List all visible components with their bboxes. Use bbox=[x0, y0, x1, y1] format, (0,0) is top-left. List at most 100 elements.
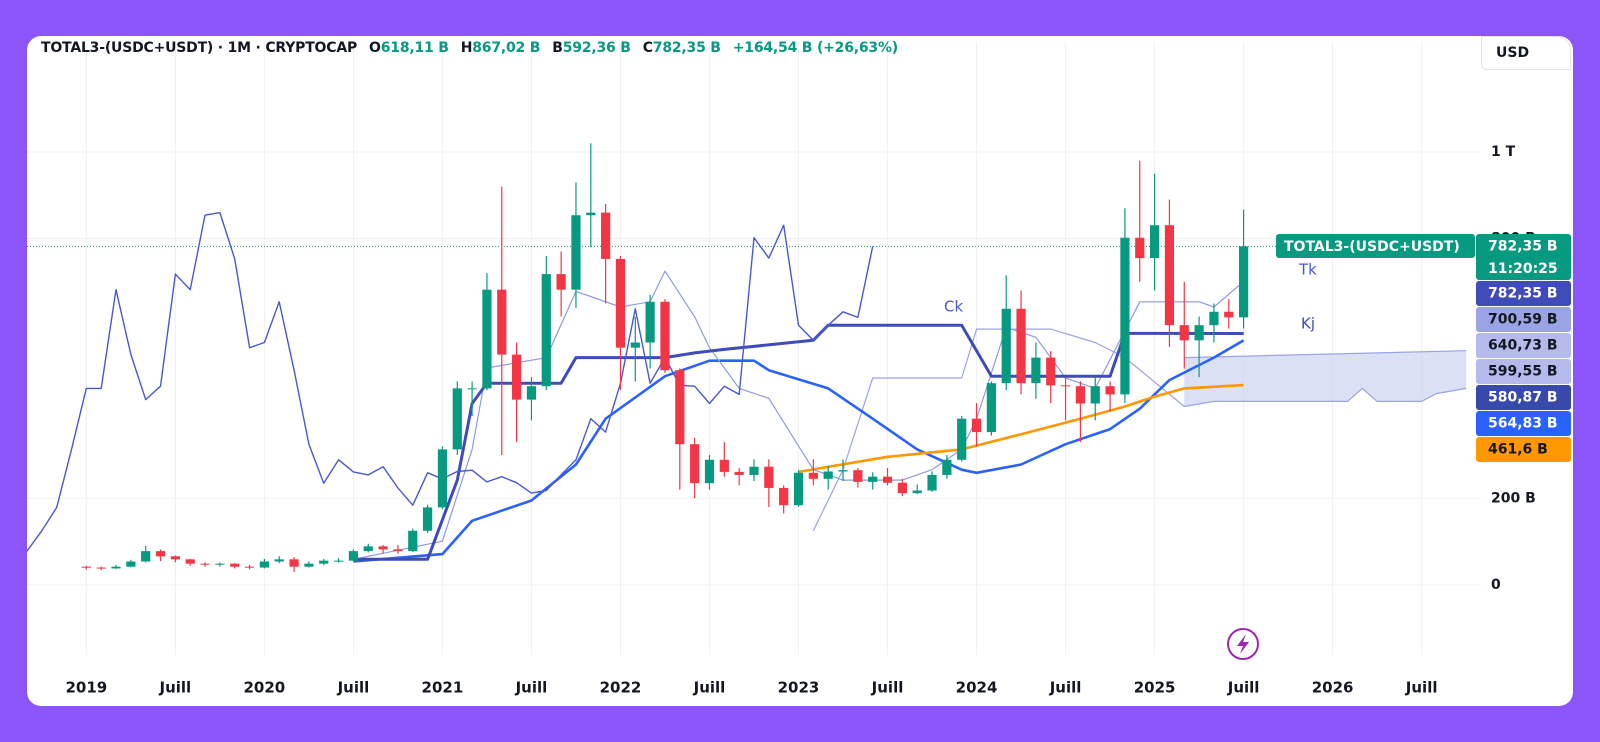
candle-body bbox=[675, 370, 685, 445]
candle-body bbox=[333, 560, 344, 562]
price-label: 580,87 B bbox=[1488, 390, 1558, 406]
candle-body bbox=[1031, 357, 1041, 384]
candle-body bbox=[1194, 325, 1204, 341]
candle-body bbox=[764, 466, 774, 488]
price-label-bg bbox=[1476, 234, 1571, 280]
ohlc-value: 782,35 B bbox=[652, 40, 721, 56]
candle-body bbox=[541, 274, 551, 387]
price-label: 700,59 B bbox=[1488, 312, 1558, 328]
price-label: 564,83 B bbox=[1488, 416, 1558, 432]
candle-body bbox=[690, 444, 700, 484]
candle-body bbox=[749, 466, 759, 475]
candle-body bbox=[230, 563, 240, 567]
candle-body bbox=[704, 459, 715, 484]
candle-body bbox=[393, 549, 403, 552]
candle-body bbox=[259, 561, 269, 568]
countdown: 11:20:25 bbox=[1488, 261, 1558, 277]
candle-body bbox=[1060, 385, 1071, 387]
candle-body bbox=[556, 274, 566, 290]
candle-body bbox=[497, 289, 507, 355]
x-tick-label: 2021 bbox=[422, 679, 464, 697]
y-tick-label: 0 bbox=[1491, 577, 1501, 593]
candle-body bbox=[512, 354, 522, 400]
price-label-bg bbox=[1476, 359, 1571, 384]
candle-body bbox=[408, 530, 418, 552]
indicator-line bbox=[812, 328, 1467, 532]
candle-body bbox=[363, 546, 373, 552]
candle-body bbox=[141, 551, 151, 562]
symbol-label: TOTAL3-(USDC+USDT) bbox=[1284, 239, 1460, 255]
candle-body bbox=[1179, 325, 1189, 341]
x-tick-label: Juill bbox=[1049, 679, 1082, 697]
candle-body bbox=[571, 215, 581, 290]
candle-body bbox=[289, 559, 299, 567]
x-tick-label: Juill bbox=[1227, 679, 1260, 697]
candle-body bbox=[1149, 225, 1160, 259]
x-tick-label: Juill bbox=[159, 679, 192, 697]
candle-body bbox=[155, 551, 166, 557]
candle-body bbox=[927, 474, 937, 491]
line-label: Ck bbox=[944, 298, 963, 316]
candle-body bbox=[645, 301, 655, 343]
candle-body bbox=[1224, 311, 1234, 318]
ohlc-key: C bbox=[642, 40, 653, 56]
candle-body bbox=[1090, 386, 1100, 404]
candle-body bbox=[912, 490, 922, 494]
ohlc-field: H867,02 B bbox=[461, 40, 541, 56]
candle-body bbox=[1075, 386, 1086, 404]
candle-body bbox=[660, 301, 670, 371]
candle-body bbox=[467, 388, 477, 390]
change: +164,54 B (+26,63%) bbox=[732, 40, 898, 56]
candle-body bbox=[808, 472, 818, 479]
plot-area bbox=[27, 143, 1481, 572]
candle-body bbox=[1046, 357, 1056, 386]
price-label: 461,6 B bbox=[1488, 442, 1548, 458]
price-label: 640,73 B bbox=[1488, 338, 1558, 354]
ohlc-field: B592,36 B bbox=[552, 40, 631, 56]
candle-body bbox=[1120, 237, 1130, 395]
candle-body bbox=[882, 476, 893, 483]
x-tick-label: 2026 bbox=[1312, 679, 1354, 697]
indicator-line bbox=[1184, 350, 1467, 359]
candle-body bbox=[586, 212, 596, 216]
candle-body bbox=[304, 563, 314, 567]
x-tick-label: Juill bbox=[515, 679, 548, 697]
ohlc-key: B bbox=[552, 40, 563, 56]
ohlc-value: 618,11 B bbox=[380, 40, 449, 56]
symbol-label-bg bbox=[1276, 234, 1475, 258]
ohlc-value: 592,36 B bbox=[562, 40, 631, 56]
alert-icon[interactable] bbox=[1227, 628, 1259, 660]
symbol: TOTAL3-(USDC+USDT) · 1M · CRYPTOCAP bbox=[41, 40, 358, 56]
candle-body bbox=[215, 563, 225, 565]
candle-body bbox=[437, 449, 448, 508]
indicator-line bbox=[27, 211, 874, 552]
candle-body bbox=[957, 418, 967, 460]
x-tick-label: 2023 bbox=[778, 679, 820, 697]
candle-body bbox=[422, 507, 433, 531]
price-label: 599,55 B bbox=[1488, 364, 1558, 380]
candle-body bbox=[1001, 308, 1011, 384]
candle-body bbox=[793, 472, 804, 506]
price-label-bg bbox=[1476, 411, 1571, 436]
candle-body bbox=[96, 567, 106, 569]
x-tick-label: Juill bbox=[337, 679, 370, 697]
price-label-bg bbox=[1476, 307, 1571, 332]
price-label: 782,35 B bbox=[1488, 239, 1558, 255]
legend-header: TOTAL3-(USDC+USDT) · 1M · CRYPTOCAP O618,… bbox=[41, 40, 898, 56]
candle-body bbox=[1164, 225, 1175, 326]
indicator-line bbox=[798, 383, 1244, 474]
currency-button[interactable]: USD bbox=[1481, 36, 1571, 70]
x-tick-label: 2022 bbox=[600, 679, 642, 697]
ohlc-key: O bbox=[369, 40, 381, 56]
candle-body bbox=[452, 388, 462, 450]
price-label-bg bbox=[1476, 333, 1571, 358]
indicator-line bbox=[353, 323, 1244, 561]
x-tick-label: Juill bbox=[693, 679, 726, 697]
x-tick-label: 2020 bbox=[244, 679, 286, 697]
candle-body bbox=[1209, 311, 1219, 326]
candle-body bbox=[482, 289, 492, 389]
price-label: 782,35 B bbox=[1488, 286, 1558, 302]
price-label-bg bbox=[1476, 385, 1571, 410]
